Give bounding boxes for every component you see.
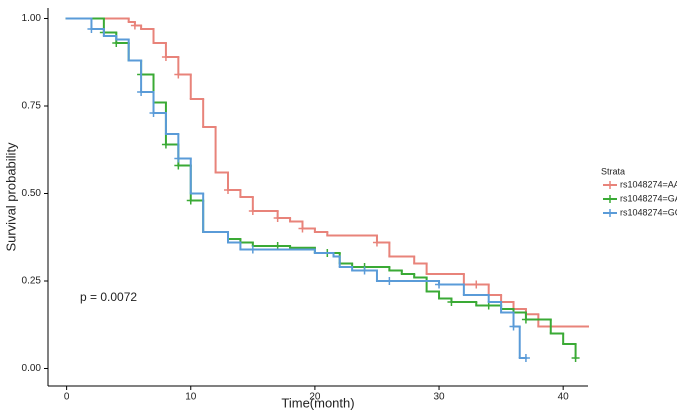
censor-mark	[521, 354, 530, 362]
censor-mark	[248, 207, 257, 215]
x-tick-label: 0	[64, 392, 70, 403]
y-tick-label: 0.75	[22, 101, 42, 112]
censor-mark	[248, 245, 257, 254]
censor-mark	[385, 277, 394, 285]
y-tick-label: 0.25	[22, 276, 42, 287]
p-value: p = 0.0072	[80, 290, 137, 304]
censor-mark	[509, 322, 518, 331]
censor-mark	[360, 266, 369, 275]
x-tick-label: 40	[558, 392, 570, 403]
x-tick-label: 20	[309, 392, 321, 403]
x-axis-title: Time(month)	[281, 395, 354, 410]
censor-mark	[224, 186, 232, 194]
x-tick-label: 30	[433, 392, 445, 403]
censor-mark	[472, 280, 481, 289]
x-tick-label: 10	[185, 392, 197, 403]
y-axis-title: Survival probability	[3, 142, 18, 252]
censor-mark	[174, 70, 183, 79]
legend-label: rs1048274=GA	[620, 193, 677, 203]
censor-mark	[149, 109, 158, 117]
censor-mark	[435, 280, 444, 289]
censor-mark	[298, 224, 307, 233]
censor-mark	[186, 196, 195, 205]
y-tick-label: 0.00	[22, 363, 42, 374]
censor-mark	[161, 140, 170, 149]
censor-mark	[174, 161, 183, 170]
legend-label: rs1048274=AA	[620, 179, 677, 189]
censor-mark	[87, 25, 96, 33]
censor-mark	[447, 298, 456, 306]
y-tick-label: 0.50	[22, 188, 42, 199]
censor-mark	[273, 214, 282, 222]
censor-mark	[161, 53, 170, 61]
censor-mark	[174, 154, 183, 163]
censor-mark	[130, 21, 139, 30]
y-tick-label: 1.00	[22, 13, 42, 24]
censor-mark	[521, 315, 530, 324]
censor-mark	[571, 354, 580, 362]
legend-title: Strata	[601, 166, 625, 176]
legend-label: rs1048274=GG	[620, 207, 677, 217]
censor-mark	[137, 88, 146, 96]
censor-mark	[372, 238, 381, 247]
